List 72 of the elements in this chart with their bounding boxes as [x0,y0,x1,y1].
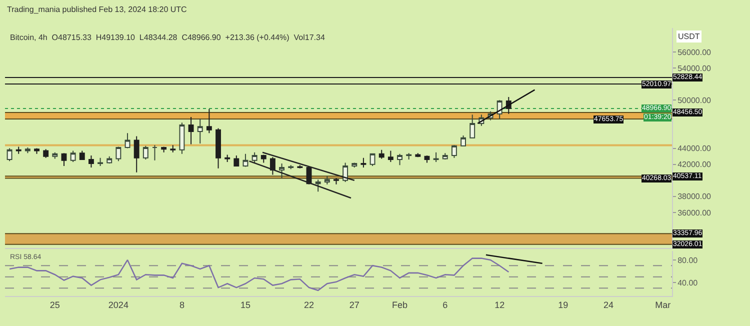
x-tick-label: 15 [240,300,250,310]
candlestick [142,145,148,160]
x-tick-label: 27 [349,300,360,310]
candlestick [406,152,412,160]
candlestick [188,116,194,145]
x-tick-label: Feb [392,300,408,310]
candlestick [279,163,285,178]
candlestick [124,132,130,149]
x-tick-label: 6 [442,300,448,310]
candlestick [224,154,230,162]
text: Bitcoin, 4h O48715.33 H49139.10 L48344.28 C48966.90 +213.36 (+0.44%) Vol17.34 [10,33,326,42]
y-tick-label: 54000.00 [678,64,712,73]
candlestick [470,114,476,138]
x-tick-label: 8 [179,300,184,310]
y-tick-label: 40.00 [678,278,698,288]
x-tick-label: 12 [494,300,505,310]
candlestick [24,147,30,154]
candlestick [6,148,12,162]
candlestick [79,150,85,160]
candlestick [397,153,402,166]
line-series [8,258,510,292]
candlestick [370,153,376,166]
candlestick [334,177,339,185]
candlestick [360,157,366,168]
y-axis-title: USDT [678,32,700,41]
candlestick [460,134,466,146]
candlestick [52,152,58,160]
candlestick [442,152,448,160]
candlestick [242,153,248,168]
candlestick [106,156,112,164]
candlestick [234,155,240,166]
candlestick [324,176,330,185]
y-tick-label: 80.00 [678,256,698,265]
candlestick [206,108,212,134]
candlestick [116,146,122,162]
candlestick [342,162,348,182]
candlestick [179,122,185,154]
candlestick [496,100,502,120]
candlestick [152,144,158,161]
y-tick-label: 56000.00 [678,48,712,57]
candlestick [61,152,67,166]
candlestick [134,136,140,173]
candlestick [88,155,94,168]
x-tick-label: 24 [603,300,614,310]
candlestick [315,179,321,192]
candlestick [16,146,22,154]
x-tick-label: 19 [558,300,568,310]
candlestick [43,148,49,158]
y-tick-label: 50000.00 [678,96,712,105]
candlestick [352,162,358,168]
candlestick [433,152,439,162]
candlestick [170,144,176,153]
candlestick [388,150,394,162]
y-tick-label: 36000.00 [678,208,712,218]
candlestick [451,144,457,158]
candlestick [70,150,76,162]
candlestick [378,149,384,160]
y-tick-label: 38000.00 [678,192,712,202]
x-tick-label: 22 [304,300,314,310]
candlestick [98,157,104,166]
candlestick [252,152,258,164]
y-tick-label: 42000.00 [678,160,712,170]
y-tick-label: 44000.00 [678,144,712,154]
candlestick [415,152,421,158]
candlestick [216,128,221,169]
x-tick-label: 2024 [108,300,128,310]
candlestick [34,148,40,154]
x-tick-label: 25 [50,300,60,310]
candlestick [197,118,203,144]
candlestick [161,146,167,153]
x-tick-label: Mar [655,300,671,310]
chart-title: Trading_mania published Feb 13, 2024 18:20 UTC [7,5,188,14]
